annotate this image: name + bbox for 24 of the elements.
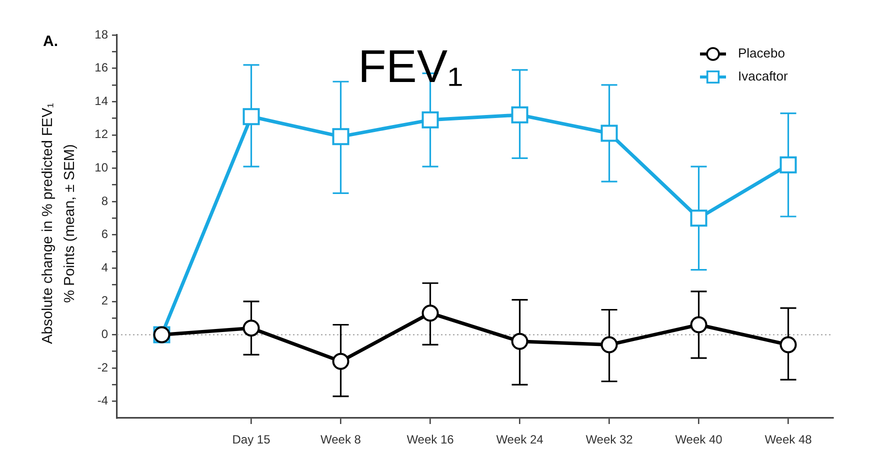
y-tick-label: 2	[101, 294, 108, 308]
x-tick-label: Week 32	[586, 432, 634, 447]
legend-label: Placebo	[738, 46, 785, 61]
y-tick-label: 10	[94, 160, 108, 175]
x-tick-label: Week 40	[675, 432, 723, 447]
y-tick-label: 0	[101, 327, 108, 342]
y-tick-label: -4	[97, 394, 108, 408]
y-tick-label: 18	[94, 27, 108, 42]
x-tick-label: Week 24	[496, 432, 544, 447]
x-tick-label: Week 48	[764, 432, 812, 447]
text: A.	[43, 33, 58, 50]
x-tick-label: Day 15	[232, 432, 271, 447]
y-tick-label: 14	[94, 94, 108, 108]
y-tick-label: 16	[94, 60, 108, 75]
y-tick-label: 6	[101, 227, 108, 242]
y-tick-label: 12	[94, 127, 108, 142]
chart-title: FEV₁	[358, 40, 464, 92]
y-tick-label: -2	[97, 360, 108, 374]
x-tick-label: Week 16	[406, 432, 454, 447]
y-axis-title: Absolute change in % predicted FEV₁ % Points (mean, ± SEM)	[40, 102, 78, 344]
y-tick-label: 8	[101, 194, 108, 208]
y-tick-label: 4	[101, 260, 108, 274]
x-tick-label: Week 8	[320, 432, 362, 447]
legend-label: Ivacaftor	[738, 68, 789, 84]
